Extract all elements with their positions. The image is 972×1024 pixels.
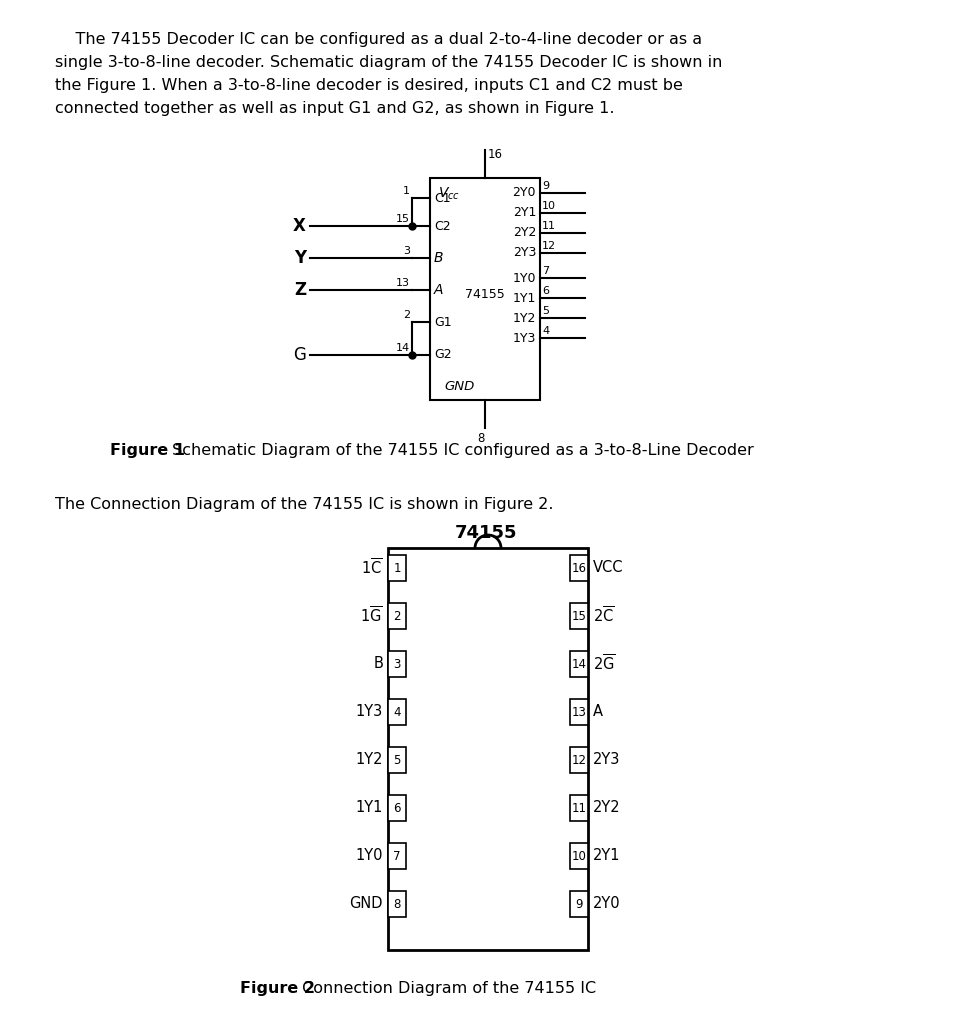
Text: 9: 9 — [542, 181, 549, 191]
Text: 15: 15 — [572, 609, 586, 623]
Text: C1: C1 — [434, 191, 451, 205]
Text: 14: 14 — [396, 343, 410, 353]
Text: 9: 9 — [575, 897, 583, 910]
Text: 2Y1: 2Y1 — [593, 849, 620, 863]
Text: 1Y1: 1Y1 — [356, 801, 383, 815]
Bar — [388, 843, 406, 869]
Text: GND: GND — [350, 896, 383, 911]
Text: 1Y2: 1Y2 — [512, 311, 536, 325]
Bar — [388, 891, 406, 918]
Text: GND: GND — [444, 380, 474, 392]
Text: VCC: VCC — [593, 560, 623, 575]
Text: 2: 2 — [394, 609, 400, 623]
Text: X: X — [294, 217, 306, 234]
Text: 2Y0: 2Y0 — [593, 896, 621, 911]
Text: 1$\overline{\mathrm{G}}$: 1$\overline{\mathrm{G}}$ — [361, 606, 383, 626]
Bar — [570, 843, 588, 869]
Bar — [388, 699, 406, 725]
Text: 11: 11 — [572, 802, 586, 814]
Text: Y: Y — [294, 249, 306, 267]
Text: 6: 6 — [542, 286, 549, 296]
Text: A: A — [593, 705, 603, 720]
Text: B: B — [373, 656, 383, 672]
Text: G: G — [294, 346, 306, 364]
Text: 11: 11 — [542, 221, 556, 231]
Text: Figure 2: Figure 2 — [240, 981, 315, 995]
Text: 16: 16 — [488, 148, 503, 161]
Text: 7: 7 — [394, 850, 400, 862]
Text: 1Y3: 1Y3 — [512, 332, 536, 344]
Text: G1: G1 — [434, 315, 452, 329]
Bar — [388, 555, 406, 581]
Text: 2Y2: 2Y2 — [512, 226, 536, 240]
Text: 12: 12 — [542, 241, 556, 251]
Text: 1Y3: 1Y3 — [356, 705, 383, 720]
Text: 10: 10 — [572, 850, 586, 862]
Text: The Connection Diagram of the 74155 IC is shown in Figure 2.: The Connection Diagram of the 74155 IC i… — [55, 497, 553, 512]
Bar — [570, 746, 588, 773]
Text: Figure 1: Figure 1 — [110, 442, 185, 458]
Text: 2: 2 — [402, 310, 410, 319]
Text: 1$\overline{\mathrm{C}}$: 1$\overline{\mathrm{C}}$ — [362, 558, 383, 579]
Text: 5: 5 — [394, 754, 400, 767]
Bar — [388, 746, 406, 773]
Text: 1Y2: 1Y2 — [356, 753, 383, 768]
Text: 16: 16 — [572, 561, 586, 574]
Text: 2Y3: 2Y3 — [512, 247, 536, 259]
Text: 12: 12 — [572, 754, 586, 767]
Bar — [570, 603, 588, 629]
Text: Connection Diagram of the 74155 IC: Connection Diagram of the 74155 IC — [297, 981, 596, 995]
Bar — [388, 548, 588, 950]
Text: 2Y2: 2Y2 — [593, 801, 621, 815]
Text: 13: 13 — [396, 278, 410, 288]
Text: 10: 10 — [542, 201, 556, 211]
Text: connected together as well as input G1 and G2, as shown in Figure 1.: connected together as well as input G1 a… — [55, 101, 614, 116]
Text: 2$\overline{\mathrm{C}}$: 2$\overline{\mathrm{C}}$ — [593, 606, 614, 626]
Bar — [430, 178, 540, 400]
Text: 6: 6 — [394, 802, 400, 814]
Bar — [570, 651, 588, 677]
Text: 13: 13 — [572, 706, 586, 719]
Bar — [570, 891, 588, 918]
Text: $V_{cc}$: $V_{cc}$ — [438, 185, 460, 202]
Bar — [388, 651, 406, 677]
Text: 74155: 74155 — [455, 524, 517, 542]
Text: 1Y0: 1Y0 — [512, 271, 536, 285]
Bar — [388, 603, 406, 629]
Text: Schematic Diagram of the 74155 IC configured as a 3-to-8-Line Decoder: Schematic Diagram of the 74155 IC config… — [167, 442, 753, 458]
Text: 74155: 74155 — [466, 288, 504, 300]
Bar — [388, 795, 406, 821]
Text: 3: 3 — [394, 657, 400, 671]
Text: the Figure 1. When a 3-to-8-line decoder is desired, inputs C1 and C2 must be: the Figure 1. When a 3-to-8-line decoder… — [55, 78, 683, 93]
Text: 5: 5 — [542, 306, 549, 316]
Text: 1Y0: 1Y0 — [356, 849, 383, 863]
Text: 8: 8 — [394, 897, 400, 910]
Text: 2Y0: 2Y0 — [512, 186, 536, 200]
Text: 8: 8 — [477, 432, 485, 445]
Text: C2: C2 — [434, 219, 451, 232]
Text: single 3-to-8-line decoder. Schematic diagram of the 74155 Decoder IC is shown i: single 3-to-8-line decoder. Schematic di… — [55, 55, 722, 70]
Text: 2Y1: 2Y1 — [512, 207, 536, 219]
Text: B: B — [434, 251, 443, 265]
Text: Z: Z — [294, 281, 306, 299]
Text: 7: 7 — [542, 266, 549, 276]
Text: 3: 3 — [403, 246, 410, 256]
Text: 2$\overline{\mathrm{G}}$: 2$\overline{\mathrm{G}}$ — [593, 654, 615, 674]
Text: 1: 1 — [394, 561, 400, 574]
Text: 4: 4 — [542, 326, 549, 336]
Bar — [570, 555, 588, 581]
Text: 1: 1 — [403, 186, 410, 196]
Bar — [570, 795, 588, 821]
Text: 1Y1: 1Y1 — [512, 292, 536, 304]
Text: 4: 4 — [394, 706, 400, 719]
Text: 2Y3: 2Y3 — [593, 753, 620, 768]
Text: G2: G2 — [434, 348, 452, 361]
Text: 15: 15 — [396, 214, 410, 224]
Bar — [570, 699, 588, 725]
Text: A: A — [434, 283, 443, 297]
Text: The 74155 Decoder IC can be configured as a dual 2-to-4-line decoder or as a: The 74155 Decoder IC can be configured a… — [55, 32, 702, 47]
Text: 14: 14 — [572, 657, 586, 671]
